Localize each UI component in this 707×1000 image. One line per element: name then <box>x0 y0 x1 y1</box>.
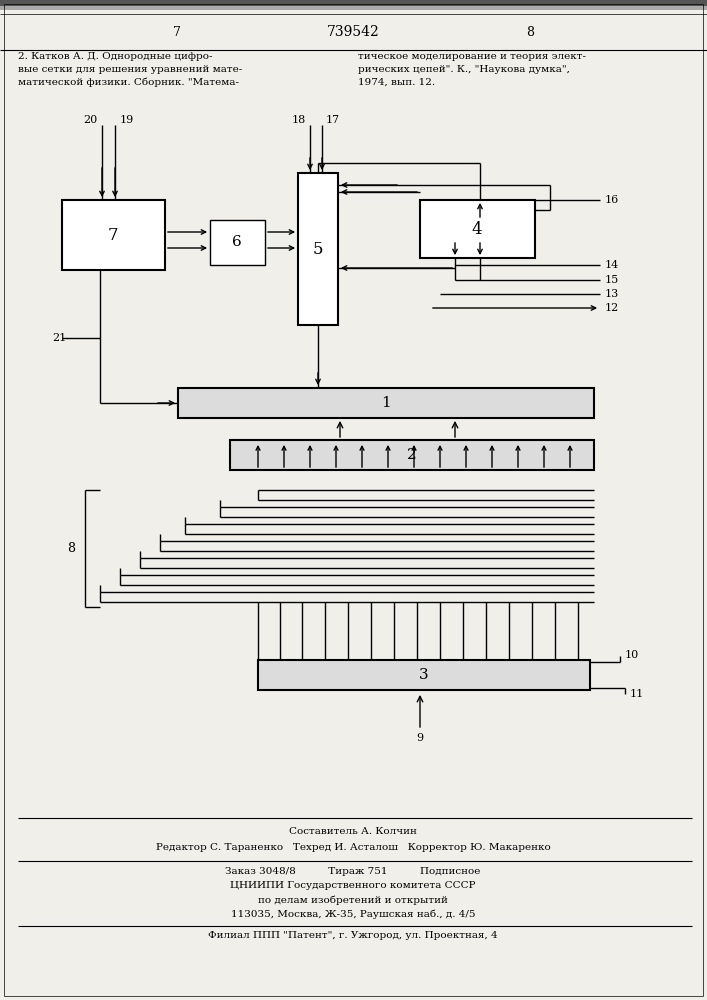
Bar <box>178 388 594 418</box>
Text: 20: 20 <box>83 115 98 125</box>
Bar <box>298 173 338 325</box>
Text: 7: 7 <box>107 227 118 243</box>
Text: ЦНИИПИ Государственного комитета СССР: ЦНИИПИ Государственного комитета СССР <box>230 882 476 890</box>
Text: 3: 3 <box>419 668 429 682</box>
Text: 2: 2 <box>407 448 417 462</box>
Text: 6: 6 <box>232 235 242 249</box>
Text: 17: 17 <box>326 115 340 125</box>
Text: 7: 7 <box>173 25 181 38</box>
Text: 8: 8 <box>526 25 534 38</box>
Text: 21: 21 <box>52 333 66 343</box>
Bar <box>230 440 594 470</box>
Text: 739542: 739542 <box>327 25 380 39</box>
Text: Составитель А. Колчин: Составитель А. Колчин <box>289 828 417 836</box>
Text: 113035, Москва, Ж-35, Раушская наб., д. 4/5: 113035, Москва, Ж-35, Раушская наб., д. … <box>230 909 475 919</box>
Bar <box>420 200 535 258</box>
Bar <box>0 6 707 10</box>
Text: 14: 14 <box>605 260 619 270</box>
Text: по делам изобретений и открытий: по делам изобретений и открытий <box>258 895 448 905</box>
Text: 16: 16 <box>605 195 619 205</box>
Text: 18: 18 <box>292 115 306 125</box>
Text: 13: 13 <box>605 289 619 299</box>
Text: 1: 1 <box>381 396 391 410</box>
Bar <box>258 660 590 690</box>
Text: 4: 4 <box>472 221 482 237</box>
Bar <box>210 220 265 265</box>
Bar <box>0 0 707 6</box>
Text: 15: 15 <box>605 275 619 285</box>
Text: Филиал ППП "Патент", г. Ужгород, ул. Проектная, 4: Филиал ППП "Патент", г. Ужгород, ул. Про… <box>208 932 498 940</box>
Bar <box>62 200 165 270</box>
Text: Редактор С. Тараненко   Техред И. Асталош   Корректор Ю. Макаренко: Редактор С. Тараненко Техред И. Асталош … <box>156 844 550 852</box>
Text: 2. Катков А. Д. Однородные цифро-
вые сетки для решения уравнений мате-
матическ: 2. Катков А. Д. Однородные цифро- вые се… <box>18 52 243 87</box>
Text: 8: 8 <box>67 542 75 554</box>
Text: 12: 12 <box>605 303 619 313</box>
Text: 5: 5 <box>312 240 323 257</box>
Text: 19: 19 <box>120 115 134 125</box>
Text: 9: 9 <box>416 733 423 743</box>
Text: 11: 11 <box>630 689 644 699</box>
Text: тическое моделирование и теория элект-
рических цепей". К., "Наукова думка",
197: тическое моделирование и теория элект- р… <box>358 52 586 87</box>
Text: 10: 10 <box>625 650 639 660</box>
Text: Заказ 3048/8          Тираж 751          Подписное: Заказ 3048/8 Тираж 751 Подписное <box>226 867 481 876</box>
